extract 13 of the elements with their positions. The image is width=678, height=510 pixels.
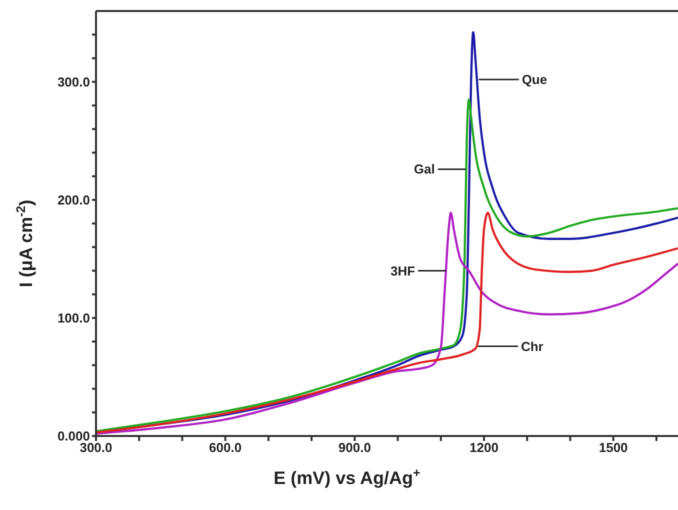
line-series <box>96 98 678 432</box>
x-axis-title: E (mV) vs Ag/Ag$^{+}$ <box>274 466 420 488</box>
annotation: 3HF <box>390 263 416 278</box>
x-tick-label: 600.0 <box>209 440 242 456</box>
x-tick-label: 1500 <box>598 440 628 456</box>
y-tick-label: 200.0 <box>57 192 90 208</box>
y-tick-label: 100.0 <box>57 310 90 326</box>
annotation: Gal <box>414 162 435 177</box>
x-tick-label: 900.0 <box>338 440 371 456</box>
y-tick-label: 300.0 <box>57 74 90 90</box>
x-tick-label: 1200 <box>470 440 498 456</box>
annotation: Chr <box>520 338 544 354</box>
annotation: Que <box>522 72 548 88</box>
